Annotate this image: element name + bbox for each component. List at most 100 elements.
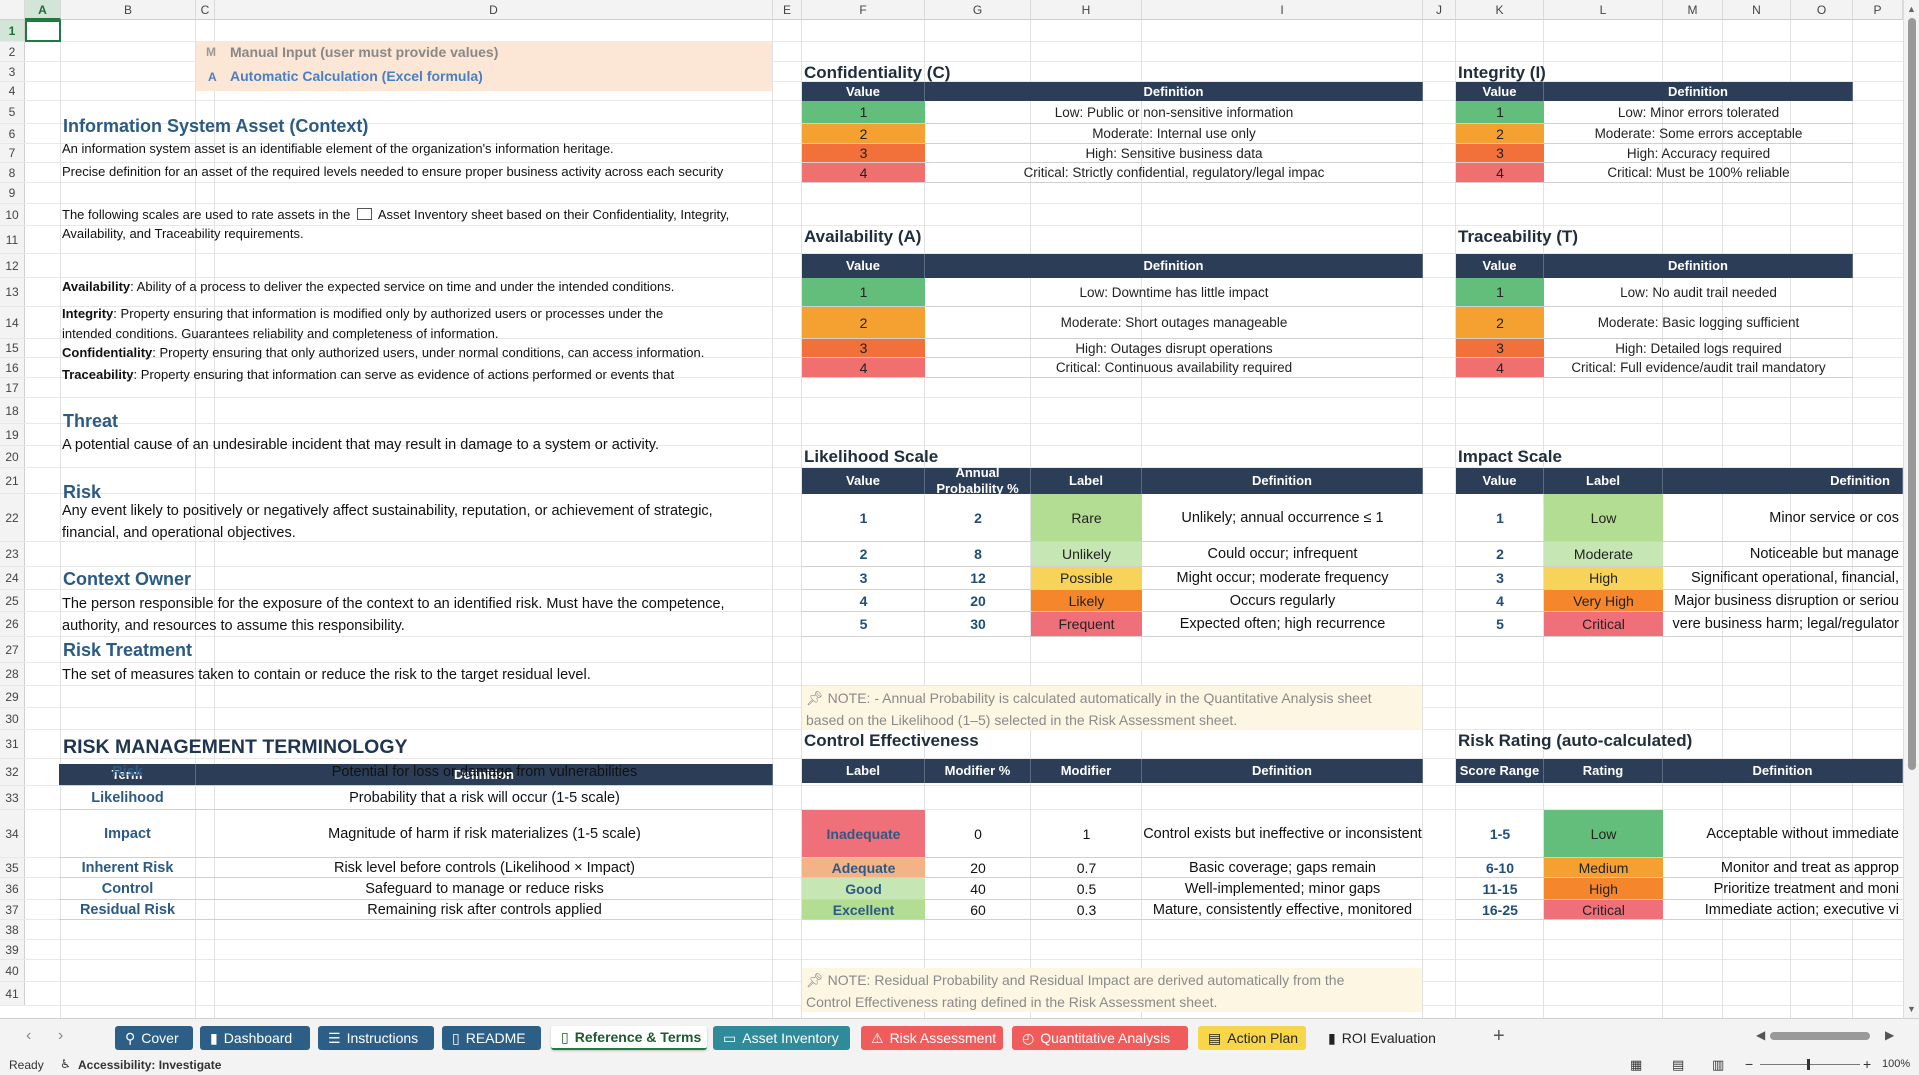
prev-sheet-icon[interactable]: ‹	[26, 1027, 32, 1044]
zoom-level[interactable]: 100%	[1882, 1058, 1911, 1070]
sheet-tab-action-plan[interactable]: ▤ Action Plan	[1198, 1026, 1306, 1050]
row-header-41[interactable]: 41	[0, 982, 25, 1006]
column-header-F[interactable]: F	[802, 0, 925, 20]
scroll-down-icon[interactable]: ▼	[1907, 1004, 1916, 1014]
row-header-27[interactable]: 27	[0, 637, 25, 663]
pin-icon: 📌︎	[806, 690, 824, 706]
select-all-corner[interactable]	[0, 0, 25, 20]
column-header-B[interactable]: B	[61, 0, 196, 20]
column-header-E[interactable]: E	[773, 0, 802, 20]
column-header-J[interactable]: J	[1423, 0, 1456, 20]
row-header-20[interactable]: 20	[0, 446, 25, 468]
row-header-17[interactable]: 17	[0, 378, 25, 398]
row-header-39[interactable]: 39	[0, 940, 25, 960]
accessibility-status[interactable]: Accessibility: Investigate	[78, 1058, 222, 1072]
row-header-13[interactable]: 13	[0, 278, 25, 307]
row-header-24[interactable]: 24	[0, 567, 25, 590]
manual-label: Manual Input (user must provide values)	[230, 44, 499, 60]
page-break-icon[interactable]: ▥	[1712, 1057, 1725, 1072]
row-header-2[interactable]: 2	[0, 42, 25, 62]
gridline	[0, 662, 1903, 663]
row-header-31[interactable]: 31	[0, 730, 25, 759]
sheet-tab-instructions[interactable]: ☰ Instructions	[318, 1026, 434, 1050]
row-header-19[interactable]: 19	[0, 424, 25, 446]
row-header-14[interactable]: 14	[0, 307, 25, 339]
row-header-6[interactable]: 6	[0, 124, 25, 144]
risk-definition-1: Any event likely to positively or negati…	[62, 503, 713, 519]
row-header-25[interactable]: 25	[0, 590, 25, 612]
column-header-O[interactable]: O	[1791, 0, 1853, 20]
row-header-8[interactable]: 8	[0, 163, 25, 183]
hscroll-left-icon[interactable]: ◀	[1756, 1028, 1766, 1042]
row-header-23[interactable]: 23	[0, 542, 25, 567]
column-header-K[interactable]: K	[1456, 0, 1544, 20]
row-header-28[interactable]: 28	[0, 663, 25, 686]
row-header-3[interactable]: 3	[0, 62, 25, 82]
sheet-tab-cover[interactable]: ⚲ Cover	[115, 1026, 193, 1050]
sheet-tab-roi-evaluation[interactable]: ▮ ROI Evaluation	[1318, 1026, 1436, 1050]
page-layout-icon[interactable]: ▤	[1672, 1057, 1685, 1072]
sheet-tab-asset-inventory[interactable]: ▭ Asset Inventory	[713, 1026, 850, 1050]
column-header-L[interactable]: L	[1544, 0, 1663, 20]
column-header-D[interactable]: D	[215, 0, 773, 20]
row-header-15[interactable]: 15	[0, 339, 25, 358]
scales-line1: The following scales are used to rate as…	[62, 207, 730, 222]
column-header-H[interactable]: H	[1031, 0, 1142, 20]
scroll-up-icon[interactable]: ▲	[1907, 4, 1916, 14]
row-header-34[interactable]: 34	[0, 810, 25, 858]
column-header-G[interactable]: G	[925, 0, 1031, 20]
row-header-38[interactable]: 38	[0, 920, 25, 940]
row-header-12[interactable]: 12	[0, 254, 25, 278]
likelihood-label: Likely	[1031, 590, 1142, 612]
zoom-out-icon[interactable]: −	[1745, 1056, 1754, 1072]
sheet-tab-risk-assessment[interactable]: ⚠ Risk Assessment	[861, 1026, 1003, 1050]
row-header-22[interactable]: 22	[0, 494, 25, 542]
row-header-9[interactable]: 9	[0, 183, 25, 204]
row-header-10[interactable]: 10	[0, 204, 25, 226]
horizontal-scrollbar[interactable]	[1770, 1032, 1870, 1040]
column-header-I[interactable]: I	[1142, 0, 1423, 20]
row-header-21[interactable]: 21	[0, 468, 25, 494]
row-header-40[interactable]: 40	[0, 960, 25, 982]
hscroll-right-icon[interactable]: ▶	[1885, 1028, 1895, 1042]
vertical-scrollbar[interactable]: ▲ ▼	[1903, 0, 1919, 1018]
column-header-P[interactable]: P	[1853, 0, 1903, 20]
zoom-slider[interactable]	[1760, 1064, 1860, 1065]
traceability-value-header: Value	[1456, 254, 1544, 278]
row-header-30[interactable]: 30	[0, 708, 25, 730]
row-header-32[interactable]: 32	[0, 759, 25, 786]
sheet-tab-dashboard[interactable]: ▮ Dashboard	[200, 1026, 310, 1050]
row-header-5[interactable]: 5	[0, 101, 25, 124]
zoom-slider-handle[interactable]	[1807, 1059, 1810, 1070]
row-header-16[interactable]: 16	[0, 358, 25, 378]
row-header-1[interactable]: 1	[0, 20, 25, 42]
rating-label: Critical	[1544, 900, 1663, 920]
row-header-33[interactable]: 33	[0, 786, 25, 810]
column-header-N[interactable]: N	[1723, 0, 1791, 20]
integrity-definition: Moderate: Some errors acceptable	[1544, 124, 1853, 144]
row-header-29[interactable]: 29	[0, 686, 25, 708]
row-header-37[interactable]: 37	[0, 900, 25, 920]
zoom-in-icon[interactable]: +	[1863, 1056, 1872, 1072]
sheet-tab-reference-terms[interactable]: ▯ Reference & Terms	[551, 1026, 707, 1050]
next-sheet-icon[interactable]: ›	[58, 1027, 64, 1044]
row-header-35[interactable]: 35	[0, 858, 25, 878]
row-header-26[interactable]: 26	[0, 612, 25, 637]
row-header-4[interactable]: 4	[0, 82, 25, 101]
sheet-tab-readme[interactable]: ▯ README	[442, 1026, 541, 1050]
row-header-7[interactable]: 7	[0, 144, 25, 163]
scroll-thumb[interactable]	[1908, 18, 1916, 770]
normal-view-icon[interactable]: ▦	[1630, 1057, 1643, 1072]
accessibility-icon[interactable]: ♿︎	[60, 1057, 71, 1071]
risk-title: Risk	[63, 482, 102, 502]
column-header-A[interactable]: A	[25, 0, 61, 20]
active-cell-a1[interactable]	[25, 20, 61, 42]
column-header-C[interactable]: C	[196, 0, 215, 20]
sheet-tab-quantitative-analysis[interactable]: ◴ Quantitative Analysis	[1012, 1026, 1188, 1050]
row-header-36[interactable]: 36	[0, 878, 25, 900]
row-header-18[interactable]: 18	[0, 398, 25, 424]
column-header-M[interactable]: M	[1663, 0, 1723, 20]
add-sheet-icon[interactable]: +	[1493, 1025, 1505, 1047]
row-header-11[interactable]: 11	[0, 226, 25, 254]
